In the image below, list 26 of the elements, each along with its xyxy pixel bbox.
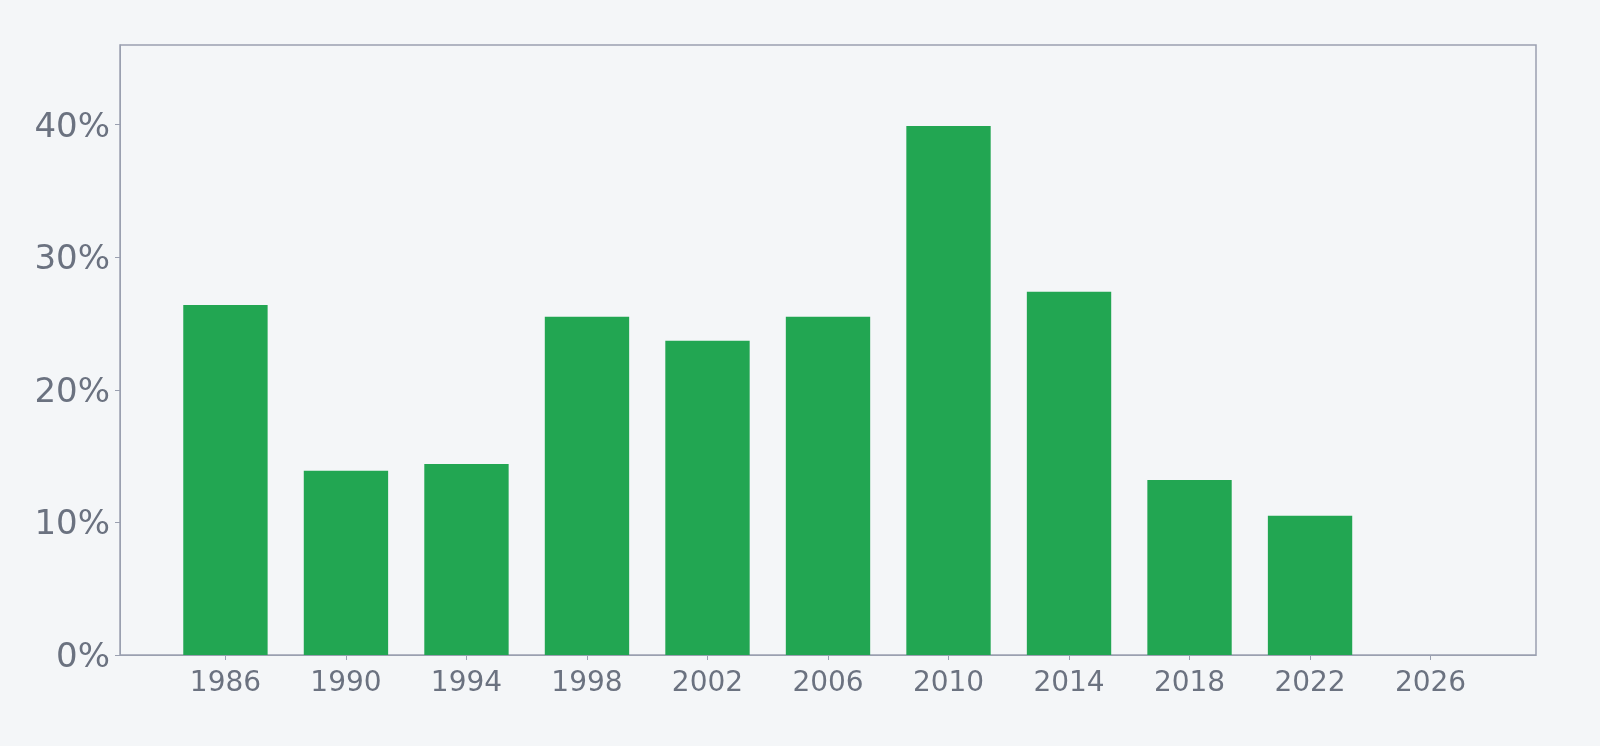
x-tick-label: 2026 — [1394, 664, 1467, 698]
y-tick-label: 10% — [34, 502, 110, 543]
x-tick-label: 2018 — [1153, 664, 1226, 698]
y-tick-label: 20% — [34, 369, 110, 410]
bar — [1147, 479, 1232, 655]
x-tick-label: 1998 — [551, 664, 623, 698]
bar — [183, 304, 268, 655]
y-tick-label: 30% — [34, 237, 110, 278]
bar — [1026, 291, 1112, 655]
x-tick-label: 1990 — [310, 664, 382, 698]
bar — [1267, 515, 1353, 655]
x-tick-label: 1994 — [430, 664, 503, 698]
x-tick-label: 1986 — [189, 664, 262, 698]
bar — [785, 316, 871, 655]
x-tick-label: 2022 — [1274, 664, 1346, 698]
x-tick-label: 2002 — [671, 664, 744, 698]
bar — [424, 464, 509, 655]
bar — [544, 316, 630, 655]
bar — [303, 470, 389, 655]
bar — [665, 340, 750, 655]
y-tick-label: 40% — [34, 104, 110, 145]
bar — [906, 125, 991, 655]
y-tick-label: 0% — [56, 635, 110, 675]
x-tick-label: 2006 — [792, 664, 864, 698]
x-tick-label: 2014 — [1033, 664, 1105, 698]
x-tick-label: 2010 — [912, 664, 985, 698]
